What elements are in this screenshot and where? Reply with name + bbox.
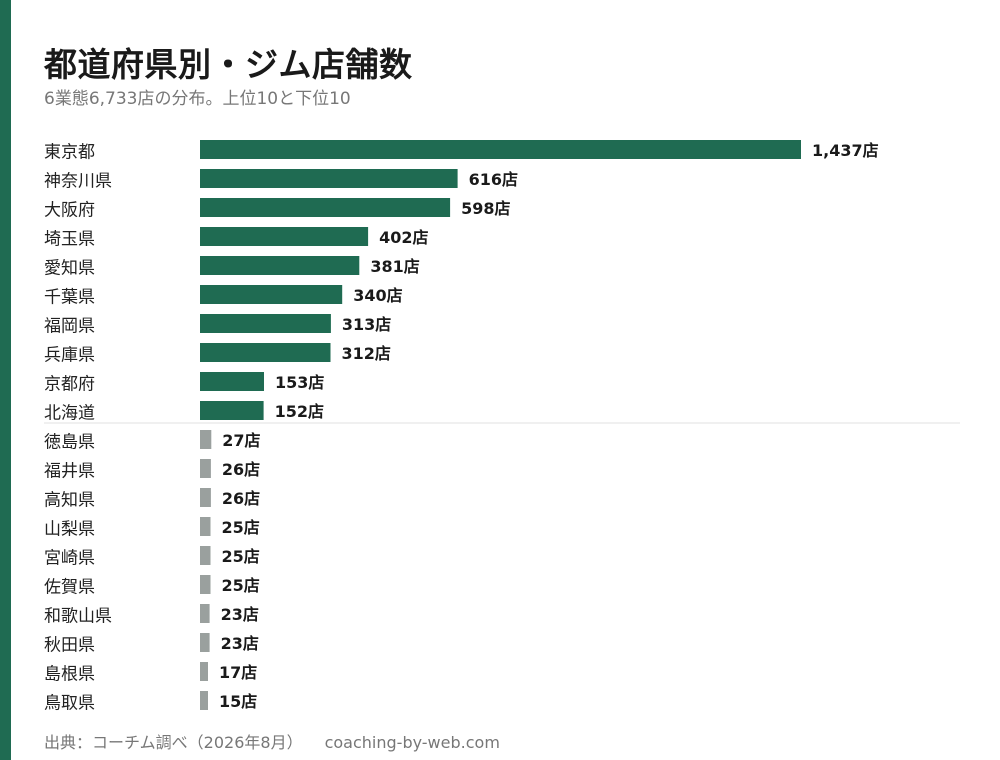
bar — [200, 488, 211, 507]
category-label: 北海道 — [44, 404, 95, 424]
bar — [200, 633, 210, 652]
bar — [200, 169, 458, 188]
source-site: coaching-by-web.com — [324, 733, 500, 752]
value-label: 313店 — [342, 315, 391, 334]
bar — [200, 546, 211, 565]
category-label: 福井県 — [44, 462, 95, 482]
bar — [200, 314, 331, 333]
category-label: 福岡県 — [44, 317, 95, 337]
value-label: 402店 — [379, 228, 428, 247]
bar — [200, 691, 208, 710]
category-label: 神奈川県 — [44, 172, 112, 192]
category-label: 埼玉県 — [44, 230, 95, 250]
bar — [200, 285, 343, 304]
bar — [200, 459, 211, 478]
category-label: 秋田県 — [44, 636, 95, 656]
category-label: 京都府 — [44, 375, 95, 395]
value-label: 23店 — [221, 634, 259, 653]
bar — [200, 256, 360, 275]
category-label: 千葉県 — [44, 288, 95, 308]
value-label: 26店 — [222, 489, 260, 508]
value-label: 25店 — [221, 518, 259, 537]
value-label: 23店 — [221, 605, 259, 624]
bar — [200, 662, 208, 681]
category-label: 和歌山県 — [44, 607, 112, 627]
category-label: 大阪府 — [44, 201, 95, 221]
category-label: 宮崎県 — [44, 549, 95, 569]
category-label: 兵庫県 — [44, 346, 95, 366]
bar — [200, 227, 369, 246]
bar — [200, 401, 264, 420]
category-label: 島根県 — [44, 665, 95, 685]
category-label: 佐賀県 — [44, 578, 95, 598]
source-text: 出典：コーチム調べ（2026年8月） — [44, 733, 303, 752]
value-label: 1,437店 — [812, 141, 879, 160]
category-label: 鳥取県 — [44, 694, 95, 714]
value-label: 152店 — [275, 402, 324, 421]
source-note: 出典：コーチム調べ（2026年8月） coaching-by-web.com — [44, 729, 500, 753]
bar — [200, 430, 212, 449]
bar — [200, 604, 210, 623]
bar — [200, 140, 801, 159]
value-label: 27店 — [222, 431, 260, 450]
accent-bar — [0, 0, 11, 760]
bar — [200, 517, 211, 536]
value-label: 15店 — [219, 692, 257, 711]
chart-title: 都道府県別・ジム店舗数 — [44, 45, 413, 84]
category-label: 愛知県 — [44, 259, 95, 279]
value-label: 25店 — [221, 547, 259, 566]
bar — [200, 198, 451, 217]
bar — [200, 575, 211, 594]
value-label: 17店 — [219, 663, 257, 682]
category-label: 東京都 — [44, 143, 95, 163]
bar — [200, 343, 331, 362]
value-label: 616店 — [469, 170, 518, 189]
value-label: 25店 — [221, 576, 259, 595]
value-label: 340店 — [353, 286, 402, 305]
bar — [200, 372, 264, 391]
value-label: 312店 — [341, 344, 390, 363]
value-label: 381店 — [370, 257, 419, 276]
value-label: 26店 — [222, 460, 260, 479]
category-label: 山梨県 — [44, 520, 95, 540]
chart-subtitle: 6業態6,733店の分布。上位10と下位10 — [44, 89, 351, 109]
value-label: 153店 — [275, 373, 324, 392]
value-label: 598店 — [461, 199, 510, 218]
category-label: 徳島県 — [44, 433, 95, 453]
category-label: 高知県 — [44, 491, 95, 511]
